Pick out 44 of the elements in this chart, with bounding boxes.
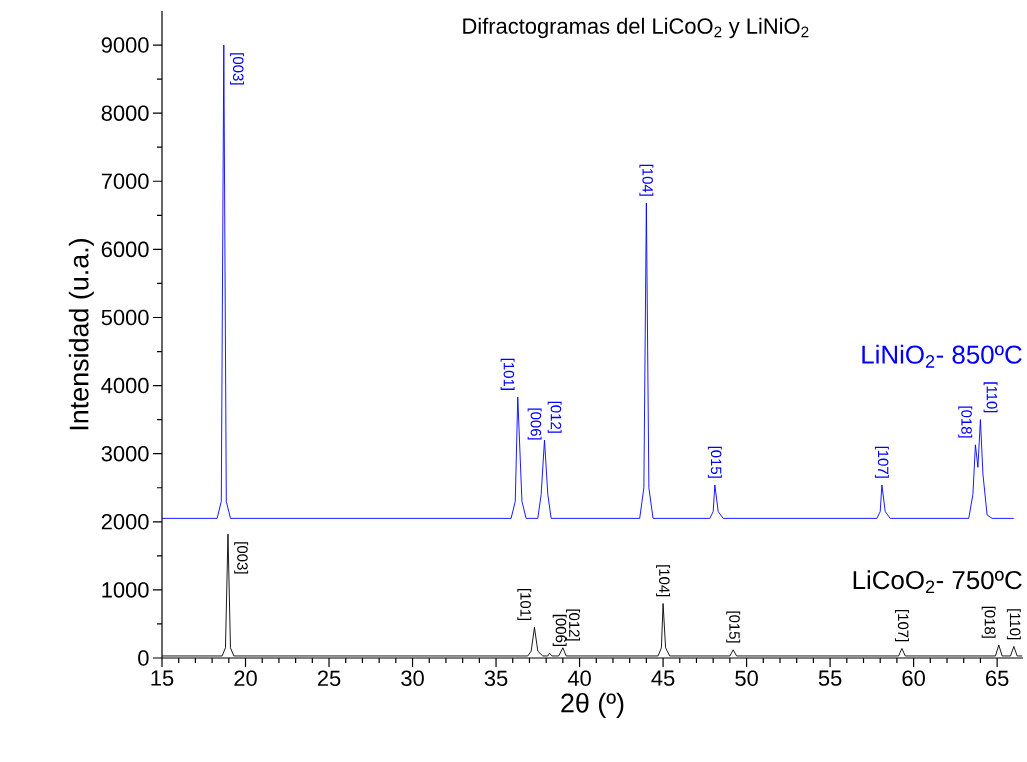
x-tick-label: 30 — [401, 670, 424, 687]
annotation: [101] — [500, 358, 515, 390]
x-tick-label: 50 — [735, 670, 758, 687]
y-tick-label: 4000 — [101, 377, 149, 394]
x-tick-label: 65 — [986, 670, 1009, 687]
y-tick-label: 8000 — [101, 105, 149, 121]
y-tick-label: 2000 — [101, 514, 149, 530]
x-tick-label: 20 — [234, 670, 257, 687]
annotation: [018] — [981, 606, 996, 638]
annotation: [006] — [552, 614, 567, 646]
annotation: [110] — [1006, 609, 1021, 640]
y-tick-label: 6000 — [101, 241, 149, 258]
annotation: [015] — [726, 611, 741, 643]
text: LiCoO$_{2}$- 750ºC — [853, 570, 1022, 594]
x-tick-label: 40 — [567, 670, 591, 687]
annotation: [006] — [527, 408, 542, 440]
annotation: [015] — [707, 446, 722, 478]
x-tick-label: 15 — [151, 670, 174, 686]
text: LiNiO$_{2}$- 850ºC — [862, 344, 1022, 368]
annotation: [012] — [566, 609, 580, 641]
x-tick-label: 60 — [902, 670, 925, 687]
y-tick-label: 5000 — [101, 309, 149, 326]
y-tick-label: 9000 — [101, 37, 149, 53]
annotation: [104] — [639, 164, 654, 196]
y-axis-title: Intensidad (u.a.) — [68, 239, 94, 430]
x-tick-label: 35 — [484, 670, 508, 687]
annotation: [101] — [517, 588, 532, 621]
y-tick-label: 0 — [138, 650, 149, 666]
x-axis-title: 2θ (º) — [561, 692, 624, 718]
y-tick-label: 1000 — [102, 582, 149, 598]
annotation: [107] — [874, 446, 889, 478]
annotation: [018] — [958, 406, 973, 438]
annotation: [104] — [656, 565, 671, 597]
annotation: [107] — [894, 610, 909, 642]
annotation: [012] — [547, 401, 562, 433]
chart-title: Difractogramas del LiCoO$_{2}$ y LiNiO$_{2}$ — [463, 17, 809, 39]
annotation: [003] — [230, 53, 244, 85]
y-tick-label: 3000 — [101, 445, 149, 462]
annotation: [003] — [234, 542, 249, 574]
y-tick-label: 7000 — [101, 173, 149, 190]
x-tick-label: 25 — [317, 670, 341, 687]
x-tick-label: 45 — [651, 670, 675, 686]
x-tick-label: 55 — [818, 670, 842, 686]
annotation: [110] — [983, 382, 998, 413]
